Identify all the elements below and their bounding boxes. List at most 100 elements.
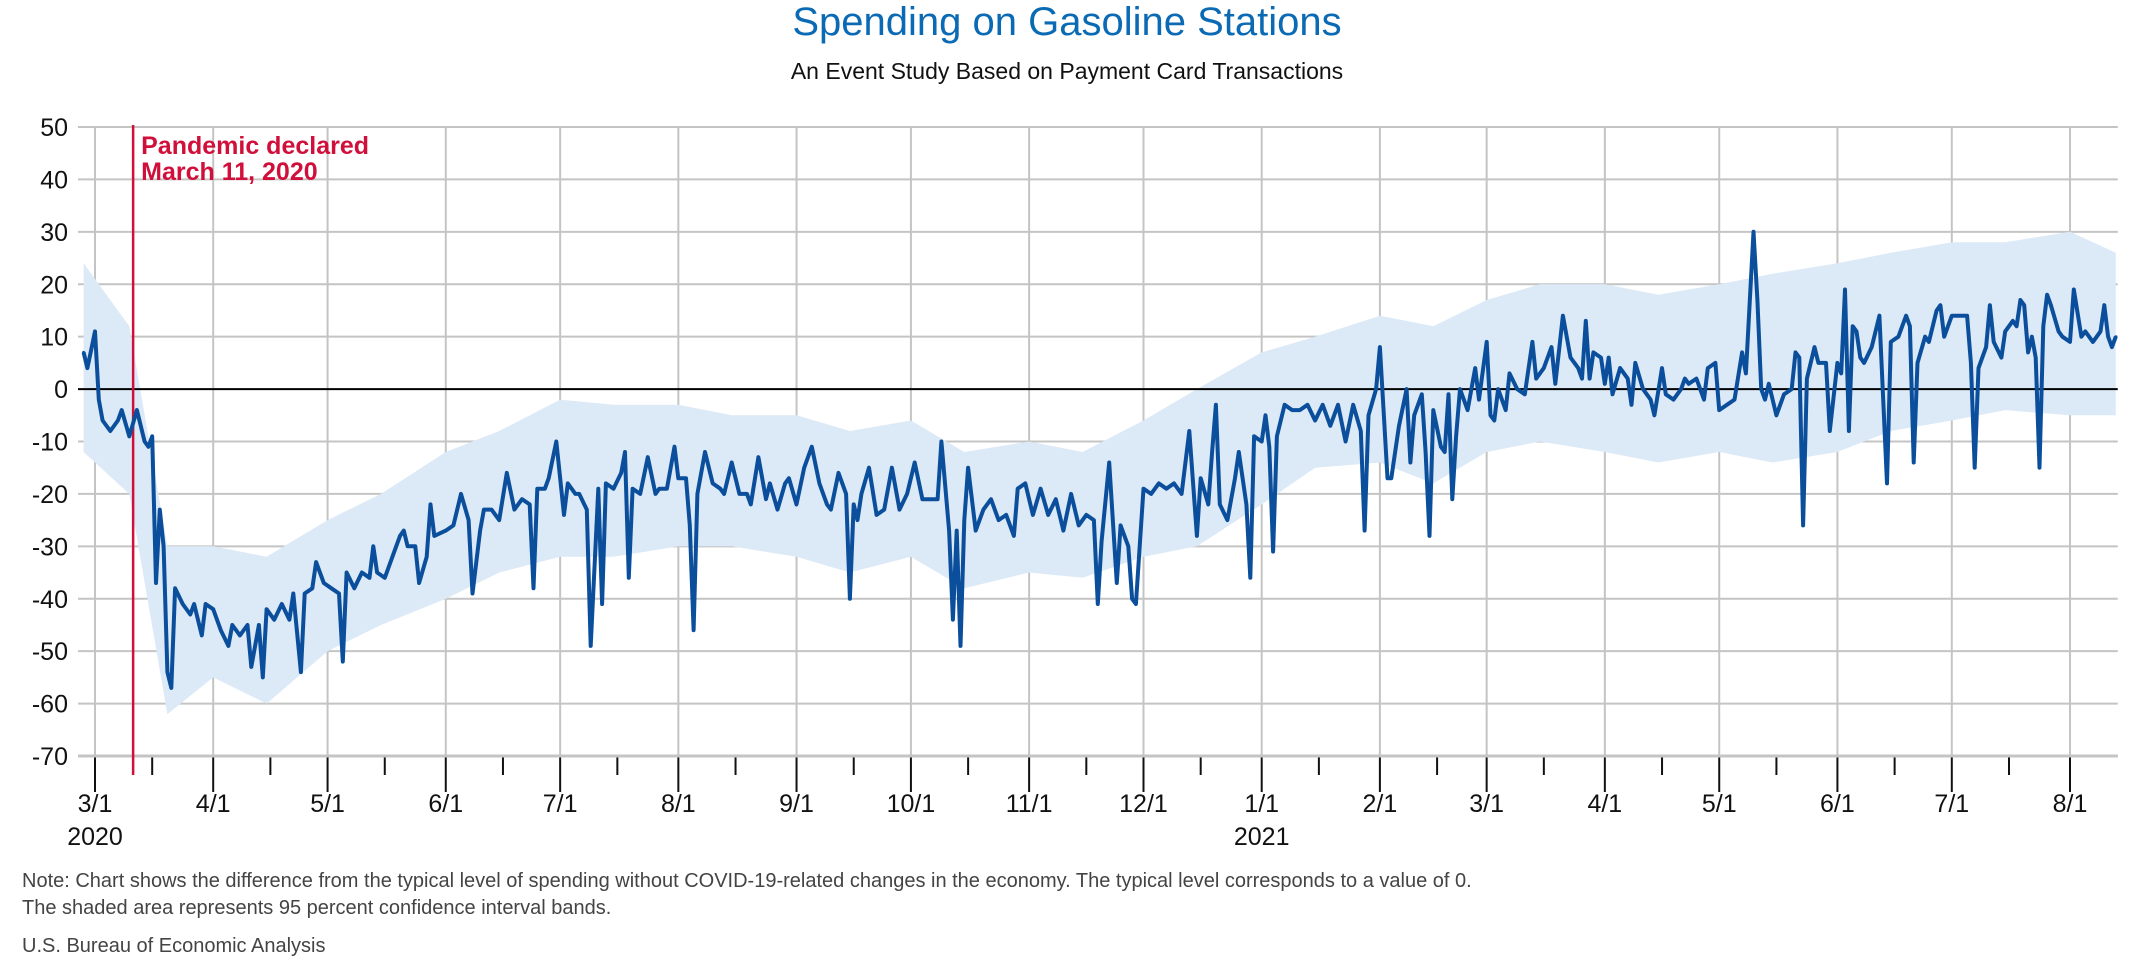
data-point: [638, 492, 642, 496]
data-point: [1054, 497, 1058, 501]
x-tick-label: 10/1: [887, 790, 936, 818]
data-point: [257, 623, 261, 627]
data-point: [329, 586, 333, 590]
y-tick-label: -40: [32, 586, 68, 614]
y-tick-label: -30: [32, 533, 68, 561]
data-point: [589, 644, 593, 648]
data-point: [989, 497, 993, 501]
data-point: [1942, 335, 1946, 339]
data-point: [2011, 319, 2015, 323]
data-point: [2102, 303, 2106, 307]
data-point: [528, 502, 532, 506]
data-point: [859, 492, 863, 496]
data-point: [1702, 398, 1706, 402]
chart-title: Spending on Gasoline Stations: [792, 0, 1342, 44]
data-point: [398, 534, 402, 538]
data-point: [997, 518, 1001, 522]
data-point: [1935, 309, 1939, 312]
data-point: [867, 466, 871, 470]
data-point: [585, 508, 589, 512]
data-point: [1244, 502, 1248, 506]
data-point: [444, 529, 448, 533]
data-point: [2026, 350, 2030, 354]
data-point: [200, 633, 204, 637]
data-point: [1965, 314, 1969, 318]
data-point: [1862, 361, 1866, 365]
note-line-1: Note: Chart shows the difference from th…: [22, 870, 1472, 892]
data-point: [1039, 487, 1043, 491]
data-point: [471, 592, 474, 595]
data-point: [947, 529, 951, 533]
data-point: [432, 534, 436, 538]
data-point: [2110, 345, 2114, 349]
data-point: [1389, 476, 1393, 480]
data-point: [2045, 293, 2049, 297]
data-point: [375, 571, 379, 574]
data-point: [974, 529, 978, 533]
annotation-line-1: Pandemic declared: [141, 132, 369, 160]
data-point: [1713, 361, 1717, 365]
data-point: [955, 529, 959, 533]
data-point: [1439, 445, 1443, 449]
data-point: [688, 523, 692, 527]
data-point: [322, 581, 326, 585]
data-point: [1633, 361, 1637, 365]
data-point: [837, 471, 840, 475]
data-point: [1999, 356, 2003, 360]
data-point: [1591, 350, 1595, 354]
data-point: [337, 592, 341, 595]
data-point: [314, 560, 318, 564]
data-point: [82, 350, 86, 354]
data-point: [547, 476, 551, 480]
data-point: [1237, 450, 1241, 454]
data-point: [1508, 371, 1511, 375]
data-point: [1397, 424, 1401, 428]
data-point: [93, 329, 97, 333]
data-point: [1504, 408, 1508, 412]
data-point: [1164, 487, 1168, 491]
data-point: [692, 628, 696, 632]
data-point: [882, 508, 886, 512]
data-point: [745, 492, 749, 496]
data-point: [1870, 345, 1874, 349]
data-point: [1199, 476, 1203, 480]
data-point: [1378, 345, 1382, 349]
data-point: [1252, 434, 1256, 438]
data-point: [1157, 481, 1161, 485]
data-point: [1424, 450, 1428, 454]
data-point: [1130, 597, 1134, 601]
data-point: [1855, 329, 1858, 333]
data-point: [1858, 356, 1862, 360]
data-point: [383, 576, 387, 580]
data-point: [1275, 434, 1279, 438]
data-point: [776, 508, 779, 512]
data-point: [116, 419, 120, 422]
x-year-label: 2021: [1234, 823, 1290, 851]
data-point: [459, 492, 463, 496]
data-point: [490, 508, 493, 512]
data-point: [345, 571, 349, 574]
y-tick-label: 0: [54, 376, 68, 404]
x-tick-label: 2/1: [1363, 790, 1398, 818]
data-point: [97, 398, 101, 402]
data-point: [1233, 476, 1237, 480]
data-point: [783, 481, 787, 485]
x-tick-label: 6/1: [428, 790, 463, 818]
data-point: [1550, 345, 1553, 349]
data-point: [852, 502, 856, 506]
data-point: [951, 618, 955, 622]
data-point: [890, 466, 894, 470]
data-point: [291, 592, 295, 595]
data-point: [1733, 398, 1736, 402]
y-tick-label: 40: [40, 166, 68, 194]
data-point: [1485, 340, 1489, 344]
data-point: [2091, 340, 2095, 344]
data-point: [108, 429, 112, 433]
data-point: [730, 461, 734, 464]
data-point: [619, 471, 623, 475]
data-point: [1603, 382, 1607, 386]
data-point: [2079, 335, 2083, 339]
data-point: [230, 623, 234, 627]
data-point: [810, 445, 814, 449]
data-point: [1450, 497, 1454, 501]
